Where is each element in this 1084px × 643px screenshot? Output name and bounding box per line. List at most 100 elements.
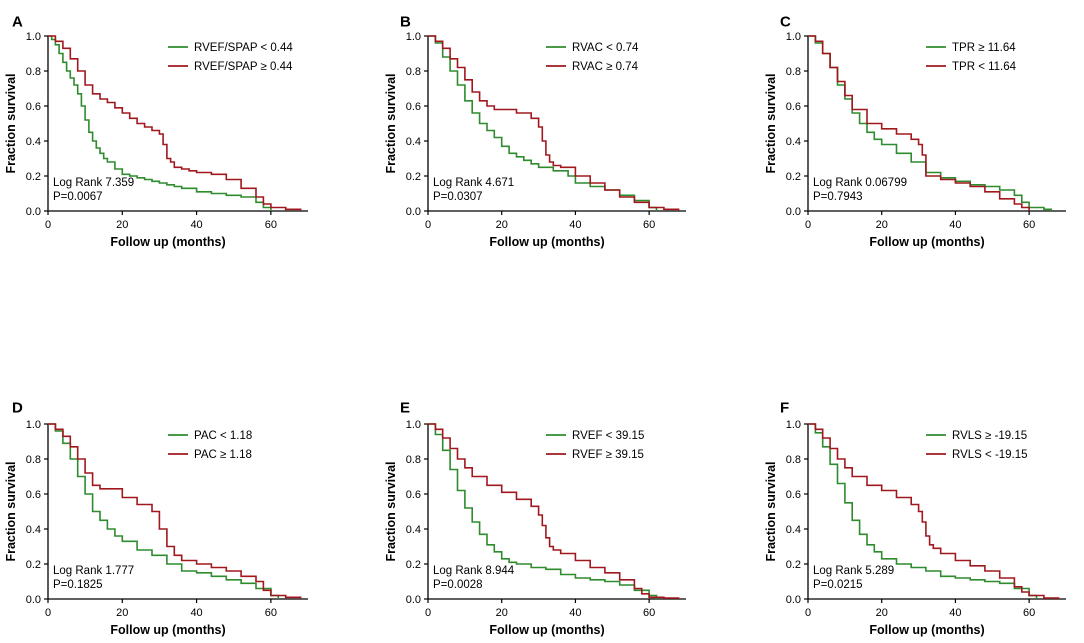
x-tick-label: 60 (643, 219, 655, 231)
panel-label: B (400, 13, 411, 30)
x-tick-label: 40 (949, 607, 961, 619)
p-value: P=0.0067 (53, 191, 103, 203)
x-tick-label: 0 (805, 607, 811, 619)
y-tick-label: 0.8 (786, 66, 801, 78)
x-axis-title: Follow up (months) (869, 235, 984, 249)
log-rank-value: Log Rank 4.671 (433, 177, 514, 189)
legend-label-1: RVLS ≥ -19.15 (952, 430, 1027, 442)
x-tick-label: 0 (425, 607, 431, 619)
y-tick-label: 0.0 (26, 206, 41, 218)
legend-label-1: RVEF/SPAP < 0.44 (194, 42, 293, 54)
x-tick-label: 20 (496, 607, 508, 619)
x-tick-label: 40 (569, 219, 581, 231)
panel-b: B 0.0 0.2 0.4 0.6 0.8 1.0 0 20 40 60 Follow up (mon… (384, 13, 686, 249)
y-tick-label: 0.0 (26, 594, 41, 606)
y-tick-label: 1.0 (786, 419, 801, 431)
p-value: P=0.7943 (813, 191, 863, 203)
x-axis-title: Follow up (months) (489, 235, 604, 249)
y-tick-label: 0.8 (406, 66, 421, 78)
p-value: P=0.0215 (813, 579, 863, 591)
series-line-2 (808, 35, 1030, 211)
y-tick-label: 0.2 (26, 559, 41, 571)
p-value: P=0.0028 (433, 579, 483, 591)
series-line-2 (428, 35, 680, 211)
x-axis-title: Follow up (months) (110, 623, 225, 637)
y-tick-label: 0.0 (406, 206, 421, 218)
legend-label-2: RVAC ≥ 0.74 (572, 61, 639, 73)
y-tick-label: 0.8 (26, 454, 41, 466)
y-tick-label: 0.0 (406, 594, 421, 606)
y-tick-label: 0.2 (26, 171, 41, 183)
series-line-1 (48, 35, 272, 211)
x-tick-label: 20 (116, 219, 128, 231)
log-rank-value: Log Rank 1.777 (53, 565, 134, 577)
panel-a: A 0.0 0.2 0.4 0.6 0.8 1.0 0 20 40 60 Follow up (mon… (4, 13, 308, 249)
y-tick-label: 0.0 (786, 594, 801, 606)
y-tick-label: 0.4 (26, 524, 41, 536)
y-tick-label: 0.4 (406, 136, 421, 148)
y-tick-label: 0.6 (406, 101, 421, 113)
y-tick-label: 0.8 (406, 454, 421, 466)
series-line-2 (48, 423, 302, 599)
y-axis-title: Fraction survival (764, 461, 778, 561)
y-tick-label: 0.6 (786, 489, 801, 501)
y-tick-label: 0.4 (786, 136, 801, 148)
legend-label-1: RVEF < 39.15 (572, 430, 644, 442)
y-axis-title: Fraction survival (384, 461, 398, 561)
series-line-2 (48, 35, 302, 211)
x-tick-label: 40 (569, 607, 581, 619)
legend-label-1: TPR ≥ 11.64 (952, 42, 1016, 54)
panel-e: E 0.0 0.2 0.4 0.6 0.8 1.0 0 20 40 60 Follow up (mon… (384, 399, 686, 637)
legend-label-1: PAC < 1.18 (194, 430, 252, 442)
panel-label: C (780, 13, 791, 30)
x-tick-label: 60 (643, 607, 655, 619)
legend-label-2: RVLS < -19.15 (952, 449, 1028, 461)
y-axis-title: Fraction survival (4, 73, 18, 173)
x-tick-label: 40 (190, 607, 202, 619)
x-axis-title: Follow up (months) (489, 623, 604, 637)
y-tick-label: 1.0 (406, 31, 421, 43)
panel-c: C 0.0 0.2 0.4 0.6 0.8 1.0 0 20 40 60 Follow up (mon… (764, 13, 1066, 249)
series-line-2 (808, 423, 1060, 599)
x-tick-label: 20 (116, 607, 128, 619)
x-tick-label: 0 (45, 219, 51, 231)
y-tick-label: 0.8 (26, 66, 41, 78)
panel-f: F 0.0 0.2 0.4 0.6 0.8 1.0 0 20 40 60 Follow up (mon… (764, 399, 1066, 637)
x-tick-label: 20 (876, 219, 888, 231)
y-tick-label: 0.6 (26, 489, 41, 501)
x-axis-title: Follow up (months) (869, 623, 984, 637)
legend-label-2: RVEF ≥ 39.15 (572, 449, 644, 461)
y-tick-label: 0.4 (786, 524, 801, 536)
y-tick-label: 1.0 (406, 419, 421, 431)
y-tick-label: 0.2 (786, 559, 801, 571)
series-line-2 (428, 423, 680, 599)
y-tick-label: 0.2 (786, 171, 801, 183)
x-tick-label: 20 (496, 219, 508, 231)
x-tick-label: 0 (425, 219, 431, 231)
y-tick-label: 0.6 (786, 101, 801, 113)
legend-label-2: TPR < 11.64 (952, 61, 1017, 73)
y-tick-label: 1.0 (26, 419, 41, 431)
x-tick-label: 60 (1023, 607, 1035, 619)
series-line-1 (428, 423, 658, 599)
y-tick-label: 0.4 (406, 524, 421, 536)
log-rank-value: Log Rank 5.289 (813, 565, 894, 577)
y-axis-title: Fraction survival (384, 73, 398, 173)
legend-label-1: RVAC < 0.74 (572, 42, 639, 54)
y-tick-label: 0.2 (406, 559, 421, 571)
legend-label-2: RVEF/SPAP ≥ 0.44 (194, 61, 293, 73)
series-line-1 (808, 423, 1038, 599)
log-rank-value: Log Rank 7.359 (53, 177, 134, 189)
log-rank-value: Log Rank 0.06799 (813, 177, 907, 189)
y-axis-title: Fraction survival (764, 73, 778, 173)
y-tick-label: 0.2 (406, 171, 421, 183)
x-tick-label: 0 (805, 219, 811, 231)
y-tick-label: 0.0 (786, 206, 801, 218)
legend-label-2: PAC ≥ 1.18 (194, 449, 252, 461)
y-tick-label: 1.0 (786, 31, 801, 43)
y-tick-label: 0.4 (26, 136, 41, 148)
x-tick-label: 20 (876, 607, 888, 619)
p-value: P=0.0307 (433, 191, 483, 203)
x-tick-label: 40 (949, 219, 961, 231)
p-value: P=0.1825 (53, 579, 103, 591)
